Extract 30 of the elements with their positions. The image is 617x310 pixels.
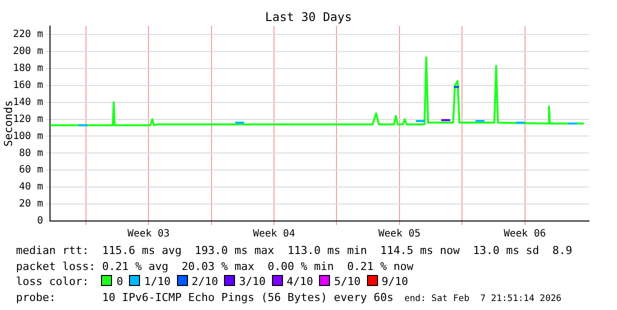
legend-label: 0: [116, 275, 124, 288]
text: median rtt: 115.6 ms avg 193.0 ms max 113.0 ms min 114.5 ms now 13.0 ms sd 8.9: [16, 243, 572, 258]
y-axis-title: Seconds: [2, 100, 15, 147]
text: probe: 10 IPv6-ICMP Echo Pings (56 Bytes) every 60s: [16, 290, 394, 304]
legend-label: 3/10: [239, 275, 266, 288]
text: end: Sat Feb 7 21:51:14 2026: [403, 294, 562, 304]
x-tick-label: Week 03: [128, 228, 170, 240]
y-tick-label: 60 m: [19, 164, 44, 176]
legend-label: 2/10: [192, 275, 218, 288]
y-tick-label: 160 m: [12, 80, 44, 91]
y-tick-label: 220 m: [12, 29, 44, 40]
y-tick-label: 200 m: [12, 46, 44, 58]
y-tick-label: 120 m: [12, 114, 44, 125]
x-tick-label: Week 04: [252, 228, 296, 240]
chart-title: Last 30 Days: [264, 10, 353, 24]
y-tick-label: 140 m: [12, 96, 44, 108]
legend-label: 5/10: [334, 275, 361, 288]
text: packet loss: 0.21 % avg 20.03 % max 0.00 % min 0.21 % now: [16, 258, 414, 274]
y-tick-label: 0: [37, 216, 44, 227]
x-tick-label: Week 06: [504, 228, 546, 240]
x-tick-label: Week 05: [378, 228, 420, 240]
y-tick-label: 100 m: [12, 130, 44, 142]
y-tick-label: 20 m: [19, 198, 44, 210]
y-tick-label: 40 m: [19, 182, 44, 193]
legend-label: 1/10: [144, 275, 171, 288]
legend-label: 4/10: [286, 275, 314, 288]
legend-label: 9/10: [382, 275, 408, 288]
y-tick-label: 180 m: [12, 62, 44, 74]
legend-title: loss color:: [16, 275, 90, 288]
y-tick-label: 80 m: [19, 148, 44, 159]
